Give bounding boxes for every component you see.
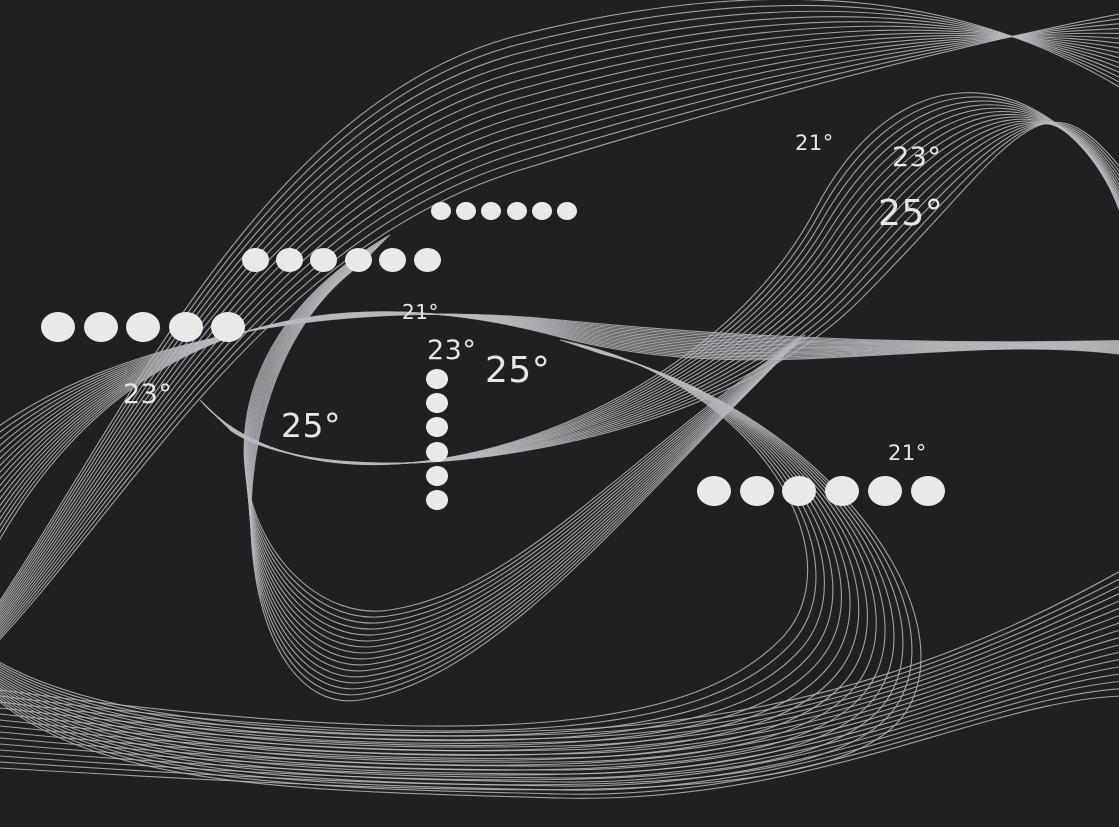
- wave-line-dip: [251, 263, 763, 695]
- dot-large: [41, 312, 75, 342]
- dot-large-right: [697, 476, 731, 506]
- dot-large-right: [740, 476, 774, 506]
- dot-large: [169, 312, 203, 342]
- dot-medium: [242, 248, 269, 272]
- temperature-label-23-left: 23°: [123, 381, 172, 408]
- dot-column-item: [426, 490, 448, 510]
- dot-small: [557, 202, 577, 220]
- dot-large-right: [868, 476, 902, 506]
- dot-medium: [345, 248, 372, 272]
- wave-line-loop-right: [208, 108, 1119, 464]
- wave-line-bowl-right: [0, 352, 912, 785]
- temperature-label-21-bottom-right: 21°: [888, 443, 927, 464]
- dot-small: [431, 202, 451, 220]
- dot-large: [126, 312, 160, 342]
- temperature-label-25-left: 25°: [281, 409, 341, 442]
- temperature-label-25-top-right: 25°: [878, 196, 943, 232]
- dot-large-right: [825, 476, 859, 506]
- wave-line-lower: [0, 600, 1119, 751]
- wave-line-loop-right: [216, 119, 1119, 464]
- temperature-label-23-center: 23°: [427, 337, 476, 364]
- temperature-label-21-center: 21°: [402, 302, 439, 322]
- temperature-label-25-center: 25°: [485, 353, 550, 389]
- dot-column-item: [426, 466, 448, 486]
- temperature-label-23-top-right: 23°: [892, 144, 941, 171]
- wave-line-loop-right: [228, 123, 1119, 463]
- wave-line-loop-right: [218, 121, 1119, 464]
- temperature-label-21-top-right: 21°: [795, 133, 834, 154]
- dot-medium: [414, 248, 441, 272]
- wave-line-upper: [0, 0, 1119, 630]
- wave-line-bowl-right: [0, 340, 808, 726]
- dot-small: [532, 202, 552, 220]
- dot-large: [84, 312, 118, 342]
- dot-large-right: [911, 476, 945, 506]
- wave-line-lower: [0, 560, 1119, 732]
- wave-line-lower: [0, 568, 1119, 736]
- wave-line-loop-right: [210, 112, 1119, 465]
- wave-line-lower: [0, 584, 1119, 743]
- wave-line-lower: [0, 608, 1119, 755]
- wave-line-dip: [248, 251, 781, 659]
- dot-column-item: [426, 369, 448, 389]
- dot-column-item: [426, 442, 448, 462]
- dot-small: [507, 202, 527, 220]
- dot-medium: [276, 248, 303, 272]
- dot-medium: [379, 248, 406, 272]
- wave-line-loop-right: [204, 101, 1119, 464]
- wave-line-loop-right: [230, 122, 1119, 463]
- wave-line-lower: [0, 648, 1119, 774]
